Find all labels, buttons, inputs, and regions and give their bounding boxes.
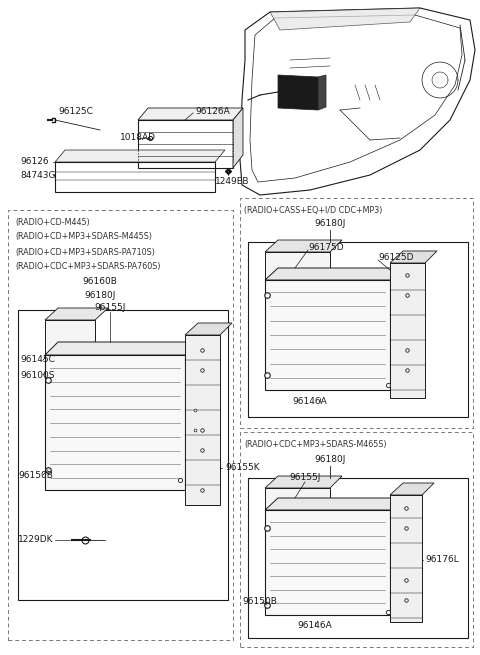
Polygon shape xyxy=(270,8,420,30)
Text: (RADIO+CDC+MP3+SDARS-M465S): (RADIO+CDC+MP3+SDARS-M465S) xyxy=(244,440,386,449)
Bar xyxy=(8,210,233,640)
Text: 84743G: 84743G xyxy=(20,170,56,179)
Polygon shape xyxy=(265,498,402,510)
Polygon shape xyxy=(265,280,390,390)
Polygon shape xyxy=(265,252,330,280)
Polygon shape xyxy=(185,335,220,505)
Text: 96146A: 96146A xyxy=(293,398,327,407)
Polygon shape xyxy=(390,251,437,263)
Text: 96180J: 96180J xyxy=(314,455,346,464)
Polygon shape xyxy=(185,323,232,335)
Polygon shape xyxy=(390,495,422,622)
Bar xyxy=(240,432,473,647)
Polygon shape xyxy=(55,150,225,162)
Bar xyxy=(248,242,468,417)
Text: 1229DK: 1229DK xyxy=(18,536,53,544)
Polygon shape xyxy=(318,75,326,110)
Polygon shape xyxy=(45,308,108,320)
Text: 96176L: 96176L xyxy=(425,555,459,565)
Polygon shape xyxy=(45,342,198,355)
Text: 96155J: 96155J xyxy=(94,303,126,312)
Polygon shape xyxy=(278,75,318,110)
Bar xyxy=(138,120,233,168)
Text: 96100S: 96100S xyxy=(20,371,55,379)
Bar xyxy=(18,310,228,600)
Text: 96125D: 96125D xyxy=(378,253,413,263)
Text: 96155K: 96155K xyxy=(225,464,260,472)
Polygon shape xyxy=(45,355,185,490)
Text: 1018AD: 1018AD xyxy=(120,134,156,143)
Bar xyxy=(55,162,215,192)
Text: (RADIO+CD+MP3+SDARS-M445S): (RADIO+CD+MP3+SDARS-M445S) xyxy=(15,233,152,242)
Polygon shape xyxy=(45,320,95,355)
Text: 96145C: 96145C xyxy=(20,356,55,364)
Text: (RADIO+CD-M445): (RADIO+CD-M445) xyxy=(15,217,90,227)
Text: (RADIO+CASS+EQ+I/D CDC+MP3): (RADIO+CASS+EQ+I/D CDC+MP3) xyxy=(244,206,383,214)
Text: 96180J: 96180J xyxy=(84,291,116,301)
Text: 1249EB: 1249EB xyxy=(215,178,250,187)
Polygon shape xyxy=(390,263,425,398)
Text: 96160B: 96160B xyxy=(83,278,118,286)
Text: 96126: 96126 xyxy=(20,157,48,166)
Text: 96175D: 96175D xyxy=(308,244,344,252)
Polygon shape xyxy=(265,268,402,280)
Polygon shape xyxy=(265,240,342,252)
Polygon shape xyxy=(138,108,243,120)
Text: 96125C: 96125C xyxy=(58,107,93,117)
Polygon shape xyxy=(233,108,243,168)
Text: 96155J: 96155J xyxy=(289,474,321,483)
Text: (RADIO+CD+MP3+SDARS-PA710S): (RADIO+CD+MP3+SDARS-PA710S) xyxy=(15,248,155,257)
Text: 96180J: 96180J xyxy=(314,219,346,229)
Polygon shape xyxy=(265,476,342,488)
Text: 96126A: 96126A xyxy=(195,107,230,115)
Polygon shape xyxy=(265,488,330,510)
Bar xyxy=(248,478,468,638)
Polygon shape xyxy=(265,510,390,615)
Text: 96150B: 96150B xyxy=(242,597,277,607)
Text: 96150B: 96150B xyxy=(18,470,53,479)
Bar xyxy=(240,198,473,428)
Text: 96146A: 96146A xyxy=(298,622,332,631)
Polygon shape xyxy=(390,483,434,495)
Text: (RADIO+CDC+MP3+SDARS-PA760S): (RADIO+CDC+MP3+SDARS-PA760S) xyxy=(15,263,160,272)
